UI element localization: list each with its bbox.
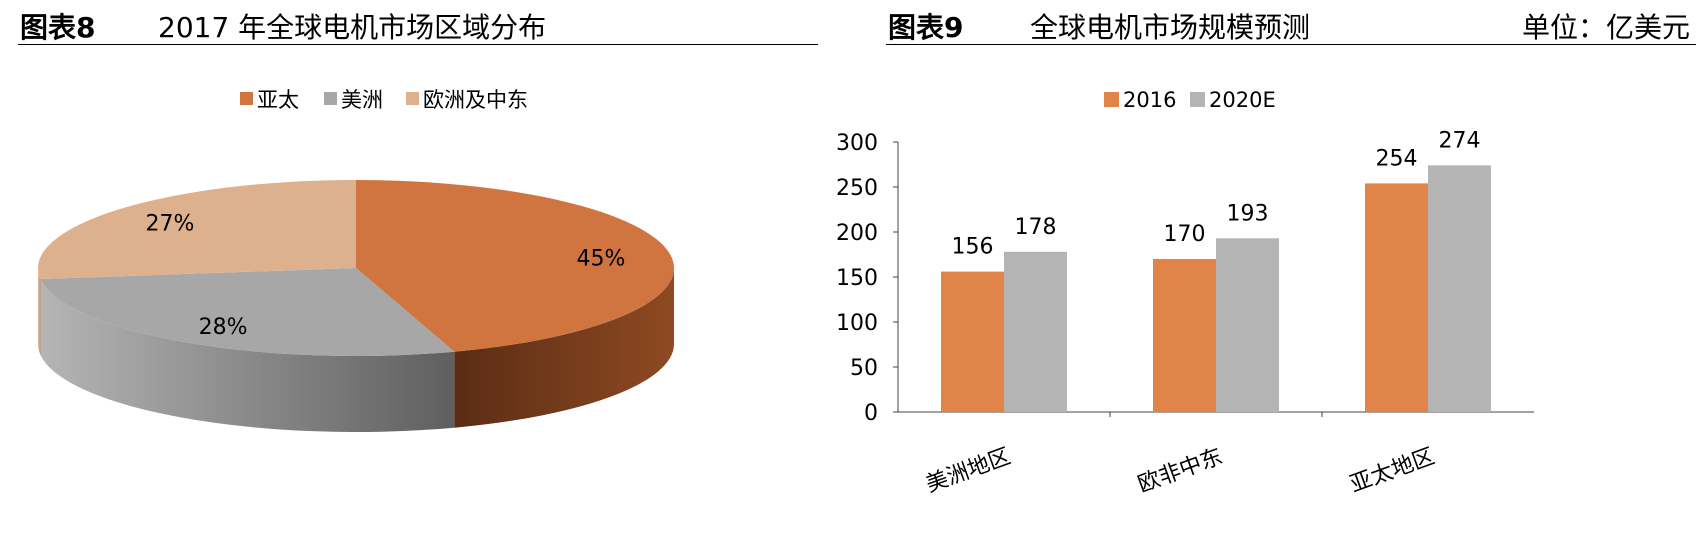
bar-value-label: 156 (952, 235, 994, 260)
bar-2020E-1 (1216, 238, 1279, 412)
bar-value-label: 254 (1376, 146, 1418, 171)
legend-label-1: 美洲 (341, 88, 383, 112)
x-tick-label: 亚太地区 (1347, 444, 1438, 498)
left-figure-header: 图表8 2017 年全球电机市场区域分布 (18, 4, 818, 45)
bars: 156 178 170 193 254 274 (941, 128, 1491, 412)
bar-2016-1 (1153, 259, 1216, 412)
x-tick-label: 欧非中东 (1135, 444, 1226, 498)
legend-swatch-2016 (1104, 92, 1119, 107)
pie-chart-panel: 图表8 2017 年全球电机市场区域分布 亚太 美洲 欧洲及中东 45% 28% 27% (18, 0, 818, 554)
y-tick-label: 50 (850, 356, 878, 381)
bar-chart-panel: 图表9 全球电机市场规模预测 单位：亿美元 2016 2020E 0 50 100 150… (836, 0, 1696, 554)
bar-2020E-2 (1428, 165, 1491, 412)
x-tick-label: 美洲地区 (923, 444, 1014, 498)
legend-label-2: 欧洲及中东 (423, 88, 528, 112)
bar-value-label: 170 (1164, 222, 1206, 247)
legend-label-0: 亚太 (257, 88, 299, 112)
pie-top (37, 180, 674, 356)
y-tick-label: 300 (836, 131, 878, 156)
bar-2016-2 (1365, 183, 1428, 412)
pie-data-label-0: 45% (577, 246, 626, 271)
left-figure-title: 2017 年全球电机市场区域分布 (158, 11, 547, 44)
pie-slice-1 (40, 268, 455, 356)
right-figure-number: 图表9 (888, 11, 964, 44)
y-tick-label: 0 (864, 401, 878, 426)
pie-slice-2 (37, 180, 356, 280)
pie-side-2 (38, 268, 41, 356)
right-figure-unit: 单位：亿美元 (1521, 11, 1690, 44)
bar-value-label: 178 (1015, 215, 1057, 240)
bar-value-label: 274 (1439, 128, 1481, 153)
pie-slice-0 (356, 180, 674, 352)
pie-data-label-1: 28% (199, 315, 248, 340)
legend-swatch-2020E (1190, 92, 1205, 107)
legend-label-2016: 2016 (1123, 88, 1176, 112)
legend-swatch-2 (406, 92, 419, 105)
pie-data-label-2: 27% (145, 212, 194, 237)
pie-sides (38, 268, 674, 432)
pie-chart: 亚太 美洲 欧洲及中东 45% 28% 27% (37, 88, 674, 432)
pie-legend: 亚太 美洲 欧洲及中东 (240, 88, 528, 112)
y-tick-label: 200 (836, 221, 878, 246)
legend-label-2020E: 2020E (1209, 88, 1276, 112)
pie-side-0 (454, 268, 674, 428)
left-figure-number: 图表8 (20, 11, 96, 44)
bar-2020E-0 (1004, 251, 1067, 412)
bar-chart: 2016 2020E 0 50 100 150 200 250 300 156 178 170 193 2… (836, 88, 1534, 498)
legend-swatch-0 (240, 92, 253, 105)
right-figure-header: 图表9 全球电机市场规模预测 单位：亿美元 (886, 4, 1696, 45)
right-figure-title: 全球电机市场规模预测 (1030, 11, 1311, 44)
bar-value-label: 193 (1227, 201, 1269, 226)
legend-swatch-1 (324, 92, 337, 105)
y-tick-label: 150 (836, 266, 878, 291)
bar-2016-0 (941, 271, 1004, 412)
y-tick-label: 100 (836, 311, 878, 336)
bar-legend: 2016 2020E (1104, 88, 1276, 112)
y-tick-label: 250 (836, 176, 878, 201)
pie-side-1 (40, 279, 455, 432)
